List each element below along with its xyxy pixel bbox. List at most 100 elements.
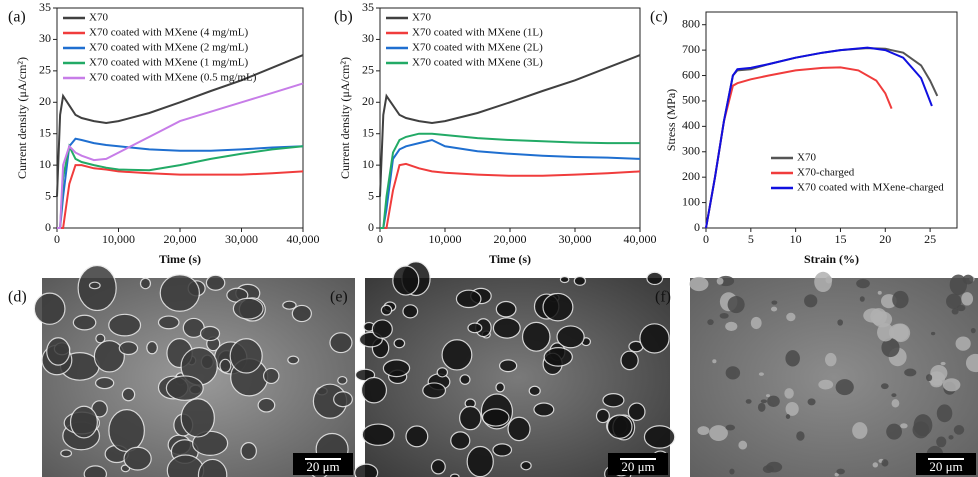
legend-label: X70 coated with MXene (2L) [412, 42, 543, 54]
texture [785, 350, 800, 366]
y-tick-label: 25 [362, 63, 374, 77]
texture [728, 296, 745, 313]
y-tick-label: 20 [39, 94, 51, 108]
texture [71, 406, 98, 438]
texture [971, 328, 976, 333]
texture [892, 291, 908, 308]
y-tick-label: 15 [362, 125, 374, 139]
scale-bar-label: 20 μm [306, 459, 339, 474]
scale-bar-label: 20 μm [929, 459, 962, 474]
texture [825, 353, 837, 366]
texture [948, 435, 953, 439]
texture [361, 378, 386, 403]
texture [124, 447, 151, 470]
texture [61, 450, 72, 457]
texture [796, 431, 804, 441]
y-tick-label: 500 [682, 93, 700, 107]
texture [729, 469, 734, 475]
texture [521, 462, 531, 470]
x-tick-label: 0 [703, 232, 709, 246]
texture [230, 339, 262, 373]
texture [603, 394, 624, 407]
x-axis-label: Time (s) [489, 252, 531, 266]
x-tick-label: 0 [377, 232, 383, 246]
texture [891, 393, 896, 397]
texture [437, 368, 447, 377]
texture [529, 386, 540, 395]
y-tick-label: 10 [362, 157, 374, 171]
y-axis-label: Stress (MPa) [664, 89, 678, 151]
texture [493, 444, 512, 456]
data-line [706, 48, 932, 228]
panel-label: (b) [334, 9, 353, 26]
y-tick-label: 10 [39, 157, 51, 171]
texture [786, 402, 799, 416]
texture [628, 403, 645, 420]
legend-label: X70-charged [797, 167, 855, 179]
texture [963, 275, 974, 285]
texture [166, 376, 203, 400]
texture [786, 414, 790, 419]
texture [334, 392, 353, 407]
legend-label: X70 coated with MXene (3L) [412, 57, 543, 69]
y-tick-label: 15 [39, 125, 51, 139]
y-axis-label: Current density (μA/cm²) [338, 57, 352, 179]
x-tick-label: 0 [54, 232, 60, 246]
x-tick-label: 25 [924, 232, 936, 246]
texture [697, 426, 709, 435]
figure: 05101520253035010,00020,00030,00040,000T… [0, 0, 978, 477]
y-tick-label: 30 [39, 31, 51, 45]
plot-frame [706, 12, 957, 228]
texture [771, 307, 777, 312]
legend-label: X70 [412, 12, 431, 24]
panel-label: (f) [655, 289, 671, 306]
texture [621, 351, 638, 369]
texture [957, 305, 966, 311]
legend-label: X70 coated with MXene-charged [797, 182, 944, 194]
texture [288, 356, 299, 364]
legend-label: X70 coated with MXene (1 mg/mL) [89, 57, 248, 69]
texture [460, 375, 470, 385]
texture [926, 374, 932, 381]
texture [330, 333, 352, 353]
data-line [57, 146, 303, 228]
scale-bar-label: 20 μm [621, 459, 654, 474]
texture [751, 317, 762, 329]
texture [201, 326, 220, 340]
x-tick-label: 40,000 [624, 232, 657, 246]
texture [712, 359, 716, 363]
x-tick-label: 15 [834, 232, 846, 246]
texture [767, 396, 780, 407]
y-axis-label: Current density (μA/cm²) [15, 57, 29, 179]
texture [47, 338, 70, 365]
texture [717, 278, 724, 285]
texture [738, 441, 747, 450]
texture [73, 315, 95, 330]
texture [496, 301, 516, 316]
x-tick-label: 10,000 [102, 232, 135, 246]
texture [467, 446, 493, 476]
y-tick-label: 200 [682, 169, 700, 183]
texture [34, 293, 65, 324]
legend-label: X70 [89, 12, 108, 24]
texture [523, 322, 550, 351]
texture [941, 362, 946, 365]
texture [96, 334, 105, 343]
texture [403, 305, 418, 318]
texture [881, 383, 889, 389]
texture [119, 342, 137, 355]
texture [109, 410, 144, 452]
x-tick-label: 20 [879, 232, 891, 246]
texture [181, 399, 214, 437]
texture [720, 313, 729, 319]
y-tick-label: 35 [362, 0, 374, 14]
texture [804, 294, 817, 307]
y-tick-label: 25 [39, 63, 51, 77]
texture [931, 332, 935, 335]
data-line [57, 165, 303, 228]
y-tick-label: 35 [39, 0, 51, 14]
texture [158, 316, 178, 329]
texture [362, 424, 394, 445]
legend-label: X70 coated with MXene (0.5 mg/mL) [89, 72, 257, 84]
texture [338, 377, 347, 385]
